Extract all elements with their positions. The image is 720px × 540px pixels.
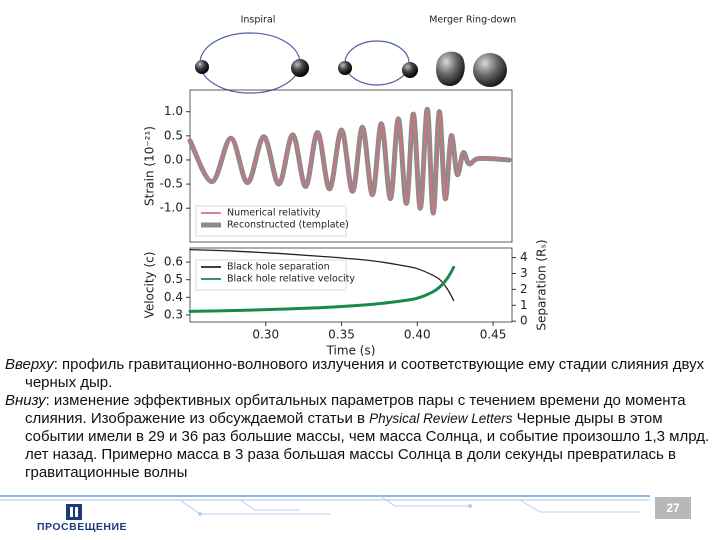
legend-label: Black hole separation — [227, 262, 330, 273]
y2-tick-label: 2 — [520, 282, 528, 296]
legend-label: Numerical relativity — [227, 208, 321, 219]
y-tick-label: 1.0 — [164, 104, 183, 118]
y-axis-label: Strain (10⁻²¹) — [143, 126, 157, 206]
caption-text: Черные дыры в этом событии имели в 29 и … — [25, 410, 710, 481]
orbit — [344, 40, 410, 86]
ringdown-hole — [473, 53, 507, 87]
legend-label: Black hole relative velocity — [227, 274, 355, 285]
logo-icon — [75, 507, 78, 517]
x-tick-label: 0.40 — [404, 328, 431, 342]
stage-label: Ring-down — [466, 15, 516, 26]
caption-bottom: Внизу: изменение эффективных орбитальных… — [5, 392, 713, 482]
x-tick-label: 0.35 — [328, 328, 355, 342]
y2-tick-label: 0 — [520, 314, 528, 328]
legend-box — [195, 205, 347, 237]
y-tick-label: 0.4 — [164, 290, 183, 304]
black-hole — [195, 60, 209, 74]
merger-blob — [436, 51, 465, 86]
y2-tick-label: 3 — [520, 266, 528, 280]
y-tick-label: 0.5 — [164, 128, 183, 142]
circuit — [179, 495, 640, 515]
logo-icon — [66, 504, 82, 520]
orbit — [199, 32, 301, 94]
caption-text: : профиль гравитационно-волнового излуче… — [25, 356, 705, 391]
page-number: 27 — [666, 501, 680, 515]
circuit-node — [198, 512, 202, 516]
y-tick-label: 0.5 — [164, 272, 183, 286]
y-tick-label: -0.5 — [160, 177, 183, 191]
logo-text: ПРОСВЕЩЕНИЕ — [37, 521, 127, 533]
figure: Inspiral Merger Ring-down 1.0 0.5 0.0 -0.5 -… — [143, 15, 549, 357]
black-hole — [291, 59, 309, 77]
y-tick-label: 0.3 — [164, 307, 183, 321]
logo-icon — [70, 507, 73, 517]
footer: 27 ПРОСВЕЩЕНИЕ — [0, 495, 691, 533]
black-hole — [338, 61, 352, 75]
legend-box — [195, 259, 347, 291]
caption-text: : изменение эффективных орбитальных пара… — [25, 392, 686, 427]
y-tick-label: 0.6 — [164, 255, 183, 269]
y-tick-label: -1.0 — [160, 201, 183, 215]
caption-lead: Внизу — [5, 392, 46, 409]
series-line — [189, 108, 510, 214]
caption-lead: Вверху — [5, 356, 54, 373]
y2-tick-label: 1 — [520, 298, 528, 312]
circuit-node — [468, 504, 472, 508]
caption-top: Вверху: профиль гравитационно-волнового … — [5, 356, 713, 392]
black-hole — [402, 62, 418, 78]
plot-frame — [189, 89, 513, 243]
series-line — [189, 248, 455, 302]
series-line — [188, 265, 456, 313]
stage-label: Inspiral — [241, 15, 276, 26]
stage-label: Merger — [429, 15, 463, 26]
legend-label: Reconstructed (template) — [227, 220, 349, 231]
journal: Physical Review Letters — [369, 411, 513, 426]
y2-tick-label: 4 — [520, 250, 528, 264]
x-axis-label: Time (s) — [326, 344, 376, 357]
y-tick-label: 0.0 — [164, 152, 183, 166]
y2-axis-label: Separation (Rₛ) — [535, 239, 549, 330]
caption: Вверху: профиль гравитационно-волнового … — [5, 356, 713, 482]
plot-frame — [189, 247, 513, 323]
y-axis-label: Velocity (c) — [143, 252, 157, 319]
x-tick-label: 0.45 — [480, 328, 507, 342]
page-box — [655, 497, 691, 519]
x-tick-label: 0.30 — [252, 328, 279, 342]
